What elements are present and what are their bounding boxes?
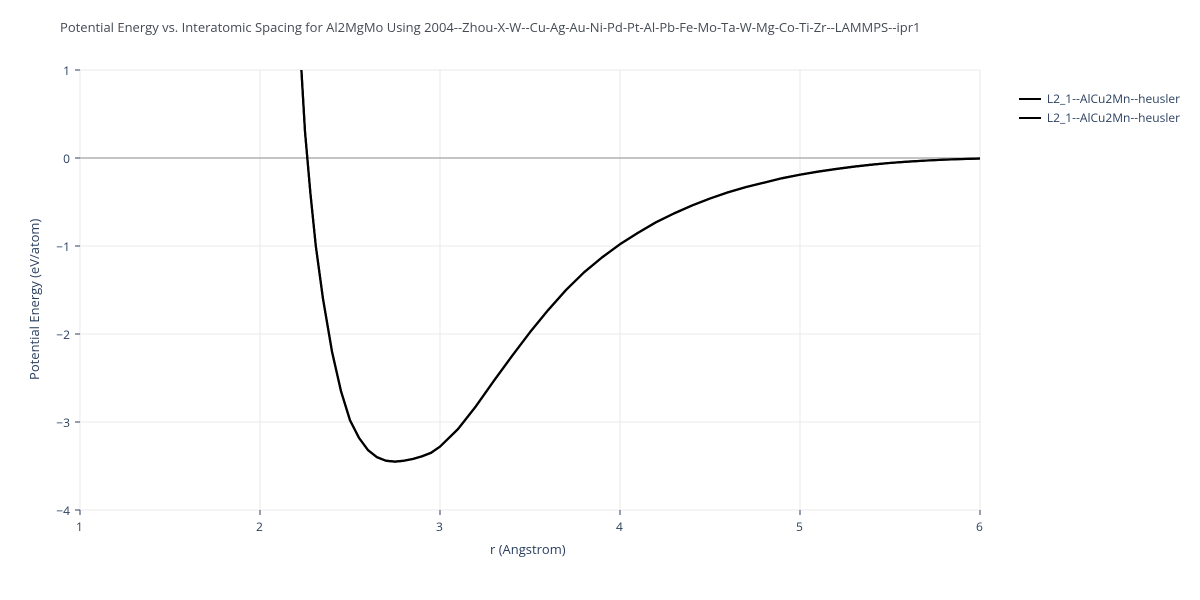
legend-label: L2_1--AlCu2Mn--heusler bbox=[1047, 90, 1180, 107]
y-tick-label: −3 bbox=[56, 414, 70, 431]
y-tick-label: 1 bbox=[63, 62, 70, 79]
legend-label: L2_1--AlCu2Mn--heusler bbox=[1047, 109, 1180, 126]
y-tick-label: −2 bbox=[56, 326, 70, 343]
x-tick-label: 2 bbox=[256, 518, 263, 535]
legend-item[interactable]: L2_1--AlCu2Mn--heusler bbox=[1019, 109, 1180, 126]
legend[interactable]: L2_1--AlCu2Mn--heusler L2_1--AlCu2Mn--heu… bbox=[1019, 90, 1180, 128]
legend-item[interactable]: L2_1--AlCu2Mn--heusler bbox=[1019, 90, 1180, 107]
x-tick-label: 1 bbox=[76, 518, 83, 535]
x-tick-label: 5 bbox=[796, 518, 803, 535]
chart-container: Potential Energy vs. Interatomic Spacing… bbox=[0, 0, 1200, 600]
series-line-1[interactable] bbox=[301, 70, 980, 462]
chart-title: Potential Energy vs. Interatomic Spacing… bbox=[60, 18, 921, 36]
legend-swatch bbox=[1019, 117, 1041, 119]
series-line-0[interactable] bbox=[301, 70, 980, 462]
x-axis-label: r (Angstrom) bbox=[490, 540, 566, 558]
x-tick-label: 6 bbox=[976, 518, 983, 535]
y-axis-label: Potential Energy (eV/atom) bbox=[25, 219, 43, 380]
x-tick-label: 4 bbox=[616, 518, 623, 535]
y-tick-label: 0 bbox=[63, 150, 70, 167]
legend-swatch bbox=[1019, 98, 1041, 100]
plot-svg bbox=[80, 70, 980, 510]
y-tick-label: −4 bbox=[56, 502, 70, 519]
x-tick-label: 3 bbox=[436, 518, 443, 535]
plot-area[interactable] bbox=[80, 70, 980, 510]
y-tick-label: −1 bbox=[56, 238, 70, 255]
